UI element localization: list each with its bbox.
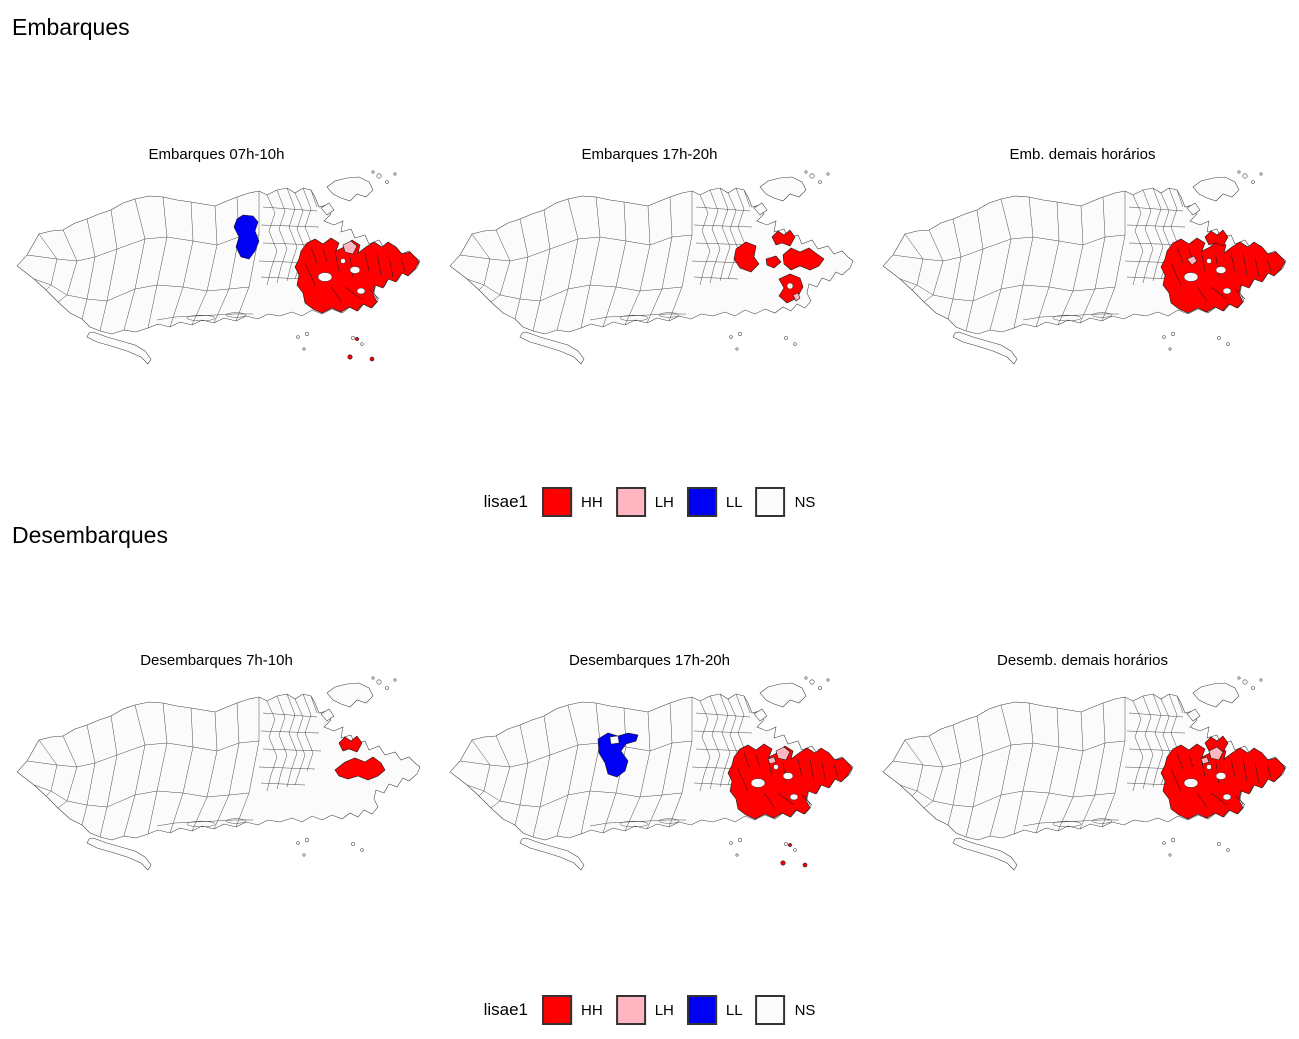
map-title: Desembarques 17h-20h: [569, 652, 730, 669]
map-canvas-desemb-demais-horarios: [882, 676, 1286, 871]
legend-label-ll: LL: [725, 493, 743, 511]
legend-item-ns: NS: [755, 487, 816, 517]
lisa-legend-bottom: lisae1 HH LH LL NS: [483, 994, 816, 1026]
map-canvas-desembarques-17h-20h: [449, 676, 853, 871]
lisa-legend-top: lisae1 HH LH LL NS: [483, 486, 816, 518]
section-heading-desembarques: Desembarques: [12, 522, 168, 548]
map-panel-desemb-demais-horarios: Desemb. demais horários: [866, 652, 1299, 885]
map-panel-desembarques-7h-10h: Desembarques 7h-10h: [0, 652, 433, 885]
legend-label-lh: LH: [654, 1001, 674, 1019]
legend-item-ll: LL: [686, 995, 743, 1025]
map-canvas-desembarques-7h-10h: [16, 676, 420, 871]
map-canvas-emb-demais-horarios: [882, 170, 1286, 365]
legend-label-hh: HH: [581, 1001, 603, 1019]
legend-swatch-ll: [686, 995, 717, 1025]
map-panel-desembarques-17h-20h: Desembarques 17h-20h: [433, 652, 866, 885]
map-title: Embarques 07h-10h: [148, 146, 285, 163]
legend-swatch-ns: [755, 995, 786, 1025]
legend-title: lisae1: [483, 1000, 529, 1019]
legend-swatch-hh: [542, 995, 573, 1025]
map-panel-embarques-17h-20h: Embarques 17h-20h: [433, 146, 866, 379]
map-panel-embarques-07h-10h: Embarques 07h-10h: [0, 146, 433, 379]
map-canvas-embarques-17h-20h: [449, 170, 853, 365]
legend-item-ll: LL: [686, 487, 743, 517]
legend-swatch-lh: [615, 995, 646, 1025]
legend-label-ll: LL: [725, 1001, 743, 1019]
legend-item-ns: NS: [755, 995, 816, 1025]
legend-swatch-hh: [542, 487, 573, 517]
legend-label-hh: HH: [581, 493, 603, 511]
map-canvas-embarques-07h-10h: [16, 170, 420, 365]
map-title: Embarques 17h-20h: [581, 146, 718, 163]
legend-item-lh: LH: [615, 995, 674, 1025]
legend-item-hh: HH: [542, 995, 603, 1025]
section-heading-embarques: Embarques: [12, 14, 130, 40]
legend-label-ns: NS: [794, 1001, 816, 1019]
map-title: Desemb. demais horários: [997, 652, 1168, 669]
legend-title: lisae1: [483, 492, 529, 511]
legend-label-ns: NS: [794, 493, 816, 511]
map-title: Desembarques 7h-10h: [140, 652, 293, 669]
legend-swatch-lh: [615, 487, 646, 517]
map-title: Emb. demais horários: [1009, 146, 1156, 163]
legend-swatch-ll: [686, 487, 717, 517]
legend-item-hh: HH: [542, 487, 603, 517]
map-panel-emb-demais-horarios: Emb. demais horários: [866, 146, 1299, 379]
legend-label-lh: LH: [654, 493, 674, 511]
legend-swatch-ns: [755, 487, 786, 517]
legend-item-lh: LH: [615, 487, 674, 517]
